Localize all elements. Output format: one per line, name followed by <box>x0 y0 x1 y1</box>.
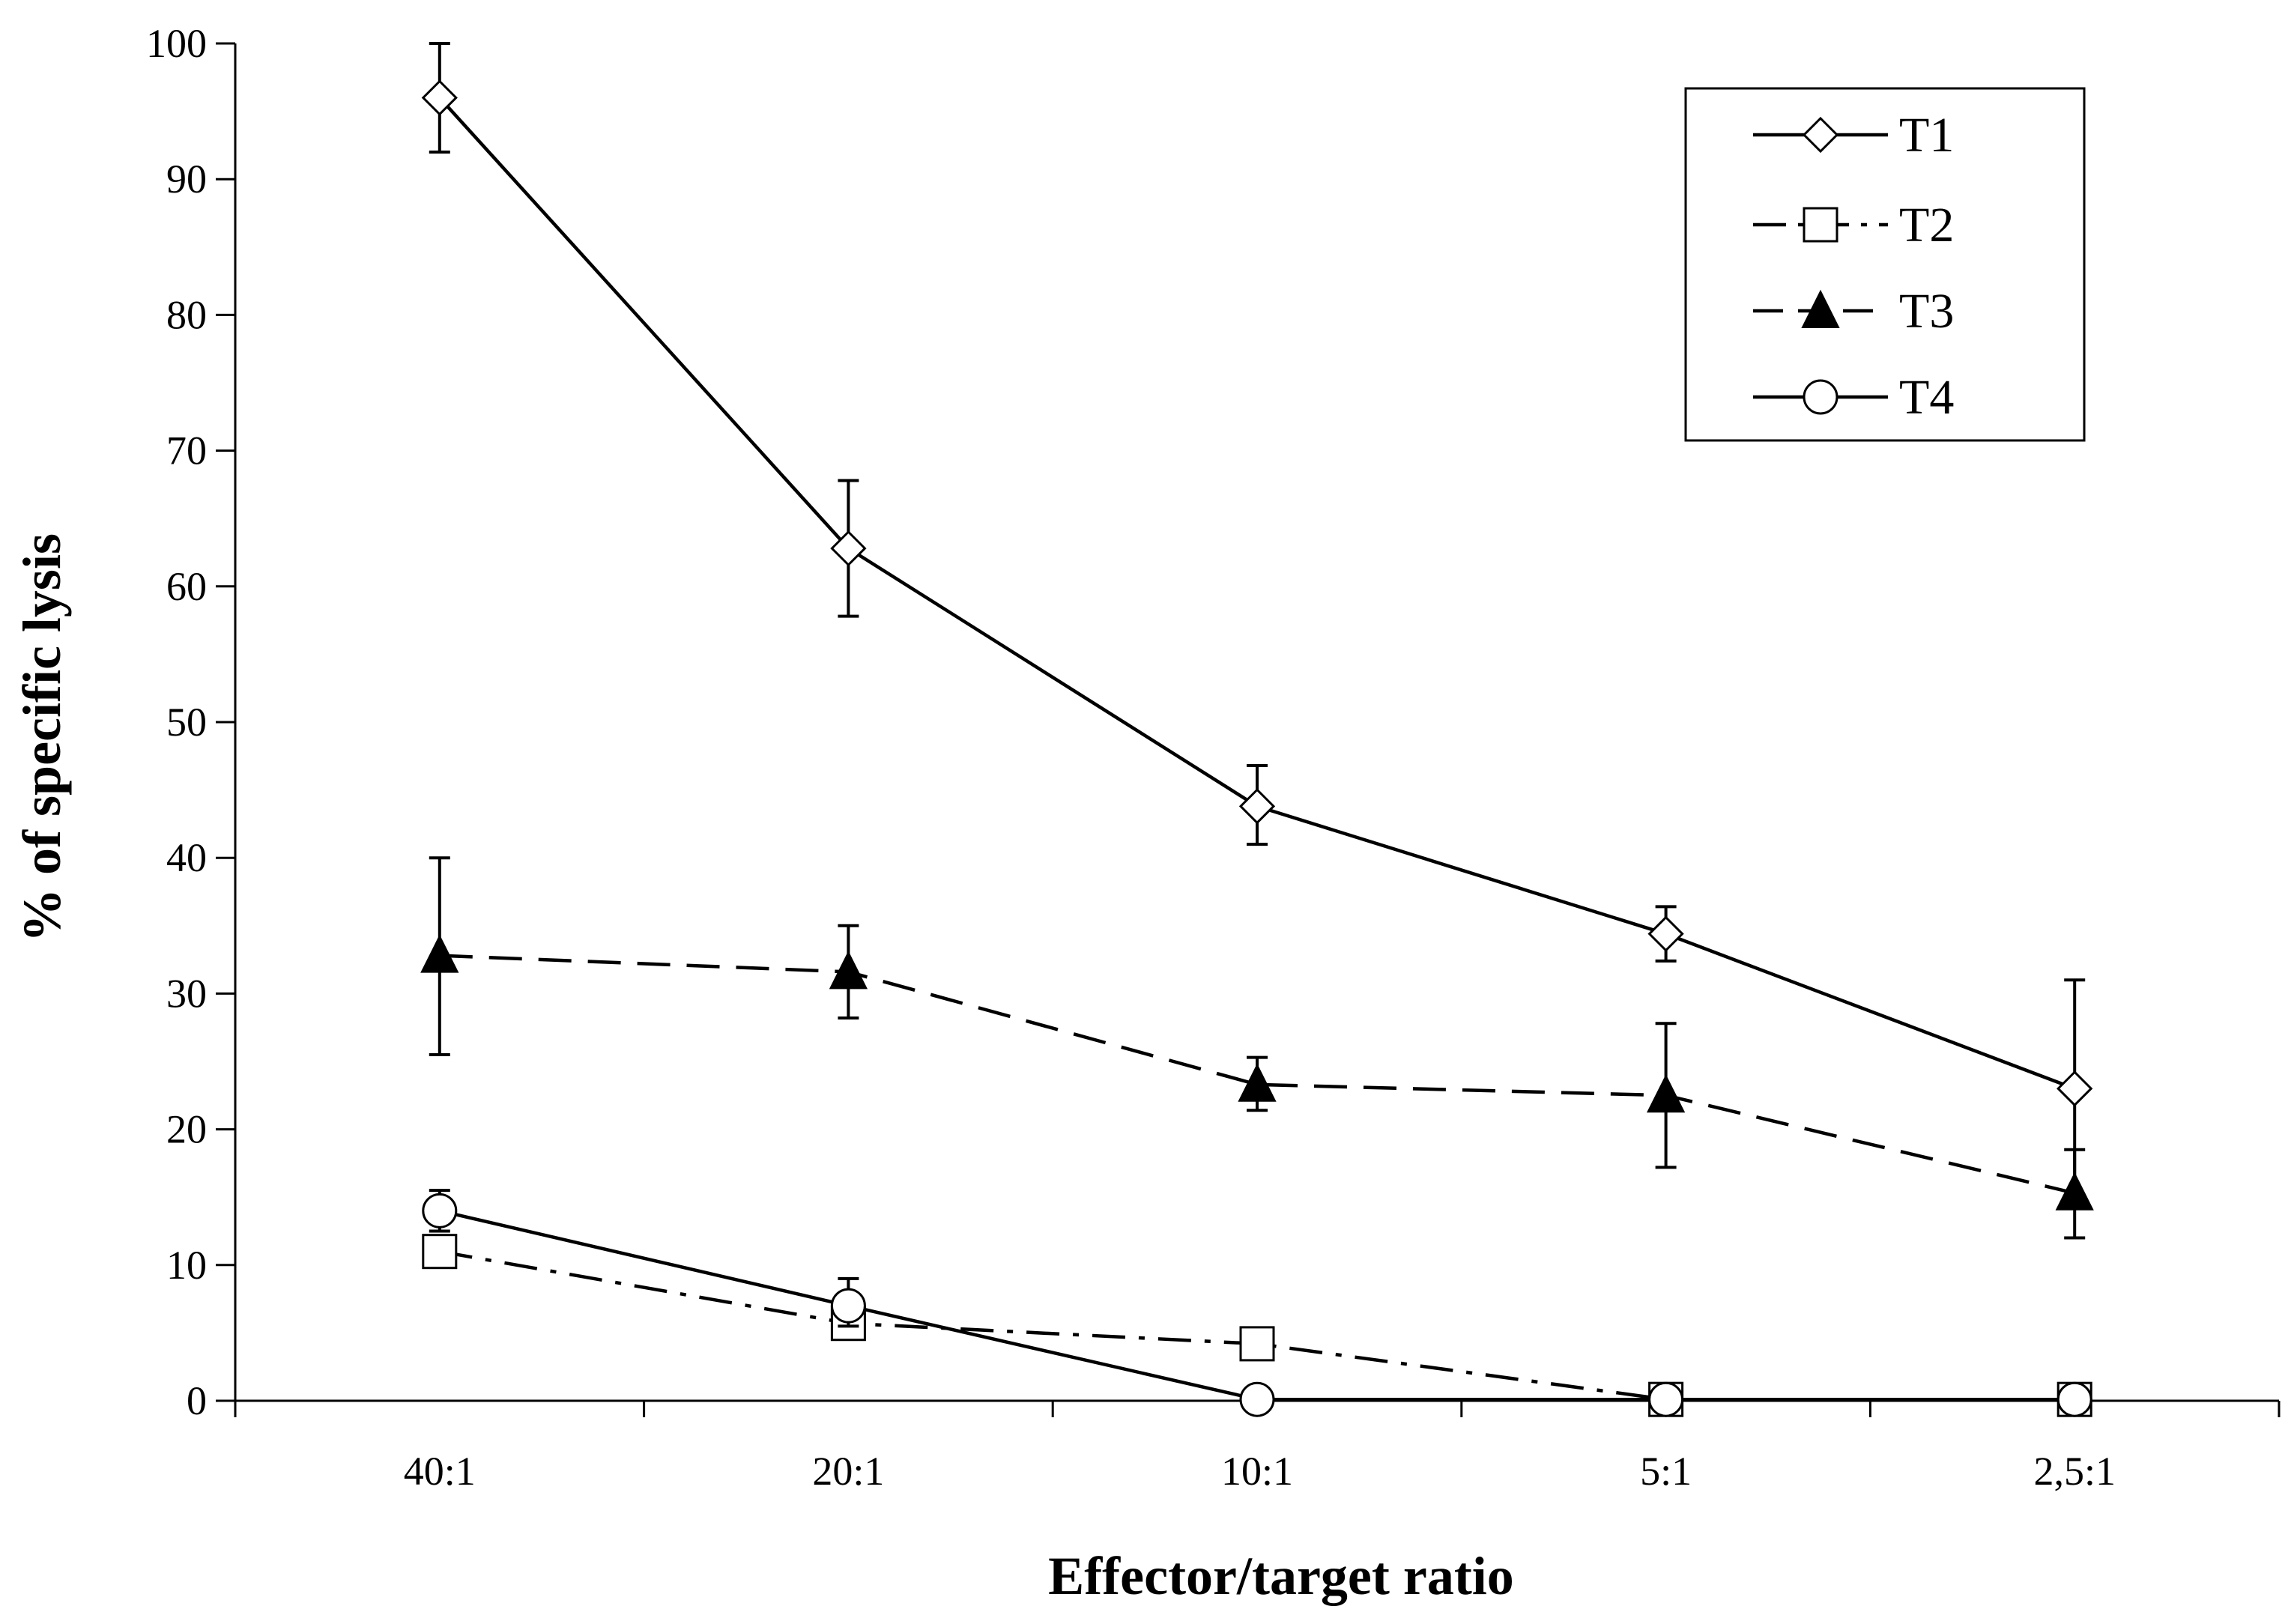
data-point-t3 <box>1646 1074 1686 1113</box>
series-layer <box>420 42 2094 1417</box>
y-tick-label: 80 <box>166 292 207 337</box>
x-axis-title: Effector/target ratio <box>1048 1546 1514 1606</box>
series-line-t4 <box>439 1209 2075 1402</box>
data-point-t4 <box>422 1193 458 1228</box>
data-point-t1 <box>2057 1070 2093 1107</box>
y-tick-label: 60 <box>166 564 207 609</box>
y-tick-label: 30 <box>166 971 207 1016</box>
legend-label-t4: T4 <box>1899 370 1954 425</box>
x-tick-label: 10:1 <box>1221 1449 1293 1494</box>
x-tick-label: 40:1 <box>404 1449 476 1494</box>
series-t4 <box>422 1189 2092 1417</box>
series-t3 <box>420 856 2094 1240</box>
data-point-t1 <box>421 79 458 116</box>
data-point-t4 <box>2057 1381 2092 1417</box>
x-tick-label: 20:1 <box>812 1449 884 1494</box>
series-t1 <box>421 42 2093 1199</box>
legend-label-t1: T1 <box>1899 108 1954 163</box>
legend-marker-t2 <box>1803 207 1838 243</box>
data-point-t2 <box>1239 1326 1275 1362</box>
x-tick-label: 2,5:1 <box>2033 1449 2116 1494</box>
legend-label-t3: T3 <box>1899 284 1954 339</box>
legend: T1 T2 T3 T4 <box>1684 87 2086 442</box>
data-point-t4 <box>1648 1381 1684 1417</box>
legend-marker-t3 <box>1801 289 1840 328</box>
series-line-t2 <box>439 1249 2075 1402</box>
data-point-t4 <box>1239 1381 1275 1417</box>
series-line-t3 <box>439 954 2075 1195</box>
y-tick-label: 20 <box>166 1107 207 1152</box>
y-axis-ticks: 0 10 20 30 40 50 60 70 80 90 100 <box>146 21 235 1423</box>
data-point-t3 <box>1238 1063 1277 1102</box>
data-point-t4 <box>830 1288 866 1324</box>
y-tick-label: 70 <box>166 428 207 473</box>
x-tick-label: 5:1 <box>1640 1449 1692 1494</box>
y-axis-title: % of specific lysis <box>12 533 72 942</box>
y-tick-label: 100 <box>146 21 207 66</box>
x-axis-ticks: 40:1 20:1 10:1 5:1 2,5:1 <box>234 1401 2281 1494</box>
data-point-t1 <box>1238 788 1276 825</box>
data-point-t3 <box>829 951 868 990</box>
y-tick-label: 40 <box>166 835 207 880</box>
y-tick-label: 50 <box>166 700 207 745</box>
y-tick-label: 0 <box>187 1378 207 1423</box>
data-point-t2 <box>422 1234 458 1270</box>
data-point-t1 <box>1647 915 1684 952</box>
legend-box <box>1684 87 2086 442</box>
y-tick-label: 10 <box>166 1243 207 1288</box>
data-point-t1 <box>830 530 867 567</box>
data-point-t3 <box>420 934 459 973</box>
legend-label-t2: T2 <box>1899 198 1954 252</box>
y-tick-label: 90 <box>166 157 207 202</box>
legend-marker-t1 <box>1802 116 1839 154</box>
legend-marker-t4 <box>1803 379 1838 415</box>
